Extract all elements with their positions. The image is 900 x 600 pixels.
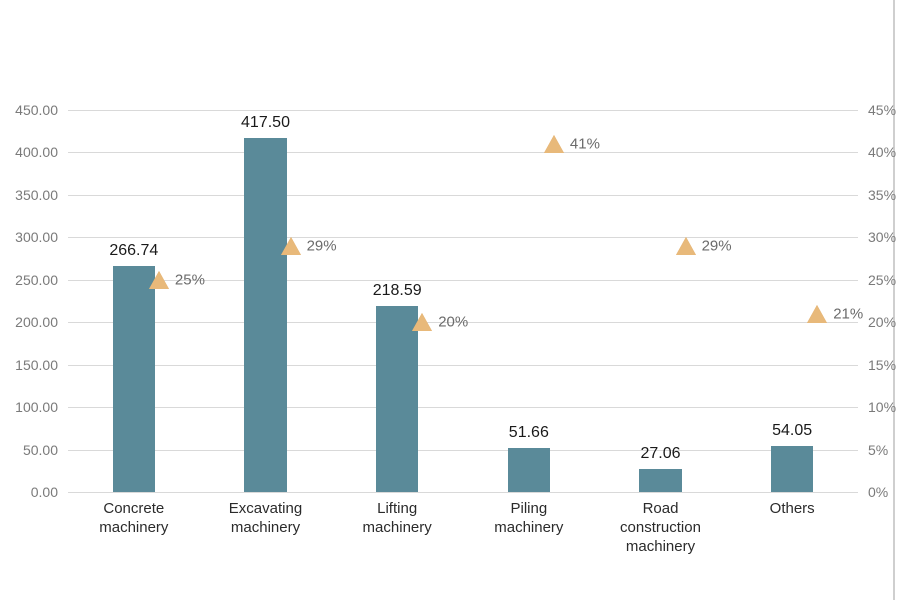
y-right-tick-label: 35% [868, 187, 896, 203]
bar-value-label: 266.74 [109, 242, 158, 260]
triangle-value-label: 21% [833, 305, 863, 322]
x-category-label: Others [730, 500, 855, 519]
y-right-tick-label: 25% [868, 272, 896, 288]
x-category-label: Piling machinery [466, 500, 591, 538]
bar [771, 446, 813, 492]
bar-value-label: 54.05 [772, 422, 812, 440]
triangle-marker [807, 305, 827, 323]
gridline [68, 152, 858, 153]
bar [508, 448, 550, 492]
right-divider [893, 0, 895, 600]
bar [244, 138, 286, 492]
y-right-tick-label: 40% [868, 144, 896, 160]
y-left-tick-label: 250.00 [0, 272, 58, 288]
x-category-label: Concrete machinery [71, 500, 196, 538]
x-category-label: Excavating machinery [203, 500, 328, 538]
y-left-tick-label: 350.00 [0, 187, 58, 203]
bar [376, 306, 418, 492]
triangle-marker [149, 271, 169, 289]
triangle-value-label: 29% [702, 237, 732, 254]
gridline [68, 110, 858, 111]
y-right-tick-label: 5% [868, 442, 888, 458]
triangle-value-label: 20% [438, 314, 468, 331]
chart-container: 266.74 25% 417.50 29% 218.59 20% 51.66 41% 27.06… [0, 0, 900, 600]
y-left-tick-label: 300.00 [0, 229, 58, 245]
y-left-tick-label: 0.00 [0, 484, 58, 500]
gridline [68, 492, 858, 493]
gridline [68, 450, 858, 451]
triangle-marker [544, 135, 564, 153]
bar-value-label: 27.06 [640, 445, 680, 463]
gridline [68, 195, 858, 196]
y-left-tick-label: 50.00 [0, 442, 58, 458]
triangle-marker [281, 237, 301, 255]
gridline [68, 407, 858, 408]
triangle-value-label: 41% [570, 135, 600, 152]
triangle-value-label: 29% [307, 237, 337, 254]
y-right-tick-label: 20% [868, 314, 896, 330]
plot-area: 266.74 25% 417.50 29% 218.59 20% 51.66 41% 27.06… [68, 110, 858, 492]
y-right-tick-label: 10% [868, 399, 896, 415]
bar [639, 469, 681, 492]
gridline [68, 365, 858, 366]
triangle-marker [676, 237, 696, 255]
triangle-value-label: 25% [175, 271, 205, 288]
bar-value-label: 218.59 [373, 282, 422, 300]
y-right-tick-label: 15% [868, 357, 896, 373]
bar-value-label: 417.50 [241, 114, 290, 132]
y-right-tick-label: 30% [868, 229, 896, 245]
y-left-tick-label: 200.00 [0, 314, 58, 330]
x-category-label: Road construction machinery [598, 500, 723, 556]
x-category-label: Lifting machinery [335, 500, 460, 538]
y-left-tick-label: 150.00 [0, 357, 58, 373]
y-left-tick-label: 400.00 [0, 144, 58, 160]
triangle-marker [412, 313, 432, 331]
y-left-tick-label: 450.00 [0, 102, 58, 118]
y-right-tick-label: 0% [868, 484, 888, 500]
bar-value-label: 51.66 [509, 424, 549, 442]
gridline [68, 237, 858, 238]
y-left-tick-label: 100.00 [0, 399, 58, 415]
y-right-tick-label: 45% [868, 102, 896, 118]
bar [113, 266, 155, 492]
